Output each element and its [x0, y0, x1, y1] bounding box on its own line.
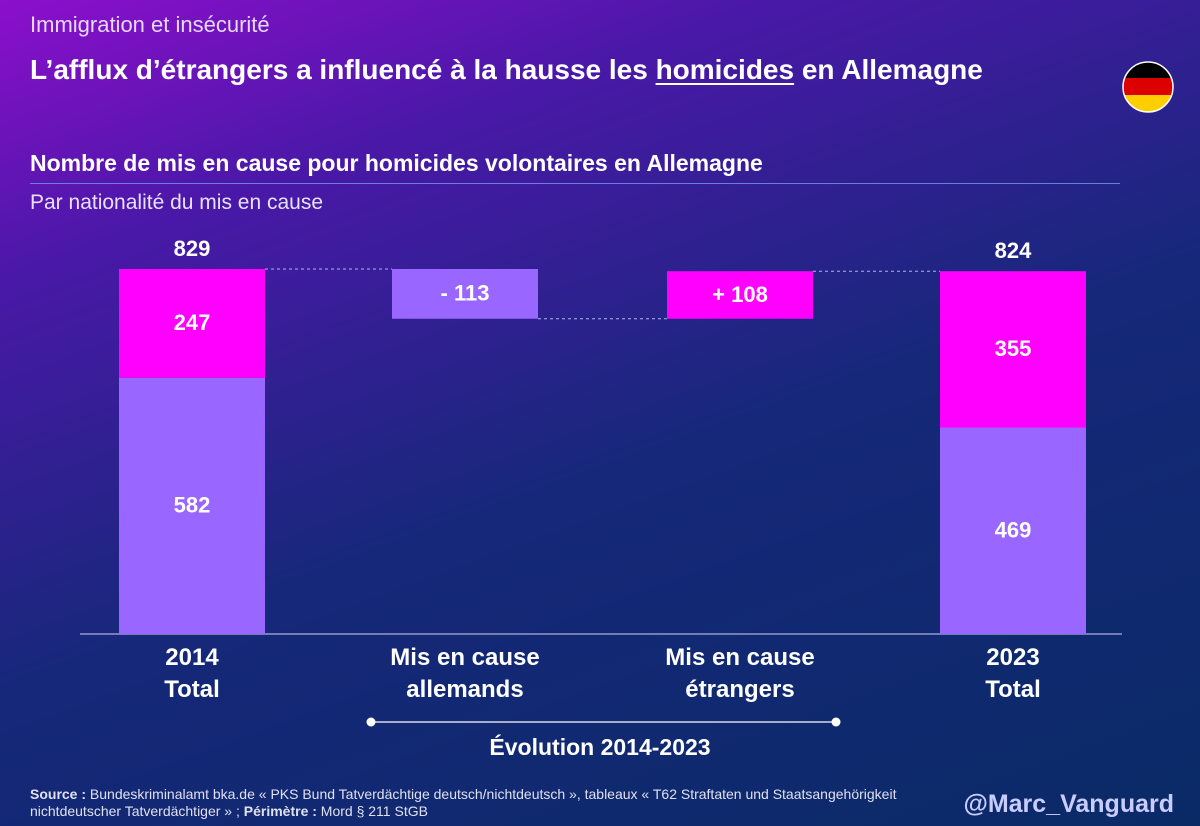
total-label: 824 — [995, 238, 1032, 263]
value-label: 355 — [995, 336, 1032, 361]
value-label: - 113 — [441, 281, 490, 306]
scope-text: Mord § 211 StGB — [316, 803, 428, 819]
divider — [30, 183, 1120, 184]
x-tick-label: 2014 Total — [164, 644, 220, 703]
subtitle-secondary: Par nationalité du mis en cause — [30, 191, 324, 214]
bar — [119, 377, 265, 634]
value-label: 582 — [174, 493, 211, 518]
total-label: 829 — [174, 236, 211, 261]
bracket — [366, 717, 841, 727]
value-label: 247 — [174, 310, 211, 335]
x-tick-label: 2023 Total — [985, 644, 1041, 703]
x-tick-label: Mis en cause allemands — [390, 644, 540, 703]
bar — [667, 271, 813, 319]
source: Source : Bundeskriminalamt bka.de « PKS … — [30, 786, 910, 820]
flag — [1122, 61, 1174, 113]
handle: @Marc_Vanguard — [963, 790, 1174, 818]
bar — [392, 269, 538, 319]
bracket-label: Évolution 2014-2023 — [489, 734, 711, 760]
scope-label: Périmètre : — [243, 803, 317, 819]
title-part: en Allemagne — [794, 54, 983, 85]
title-part: L’afflux d’étrangers a influencé à la ha… — [30, 54, 656, 85]
bar — [940, 427, 1086, 634]
value-label: 469 — [995, 518, 1032, 543]
source-label: Source : — [30, 786, 87, 802]
kicker: Immigration et insécurité — [30, 12, 270, 37]
subtitle: Nombre de mis en cause pour homicides vo… — [30, 150, 763, 176]
value-label: + 108 — [712, 282, 768, 307]
x-tick-label: Mis en cause étrangers — [665, 644, 815, 703]
title-underlined: homicides — [655, 54, 795, 85]
source-text: Bundeskriminalamt bka.de « PKS Bund Tatv… — [30, 786, 897, 819]
bar — [940, 271, 1086, 428]
chart-title: L’afflux d’étrangers a influencé à la ha… — [30, 52, 1070, 88]
bar — [119, 269, 265, 378]
